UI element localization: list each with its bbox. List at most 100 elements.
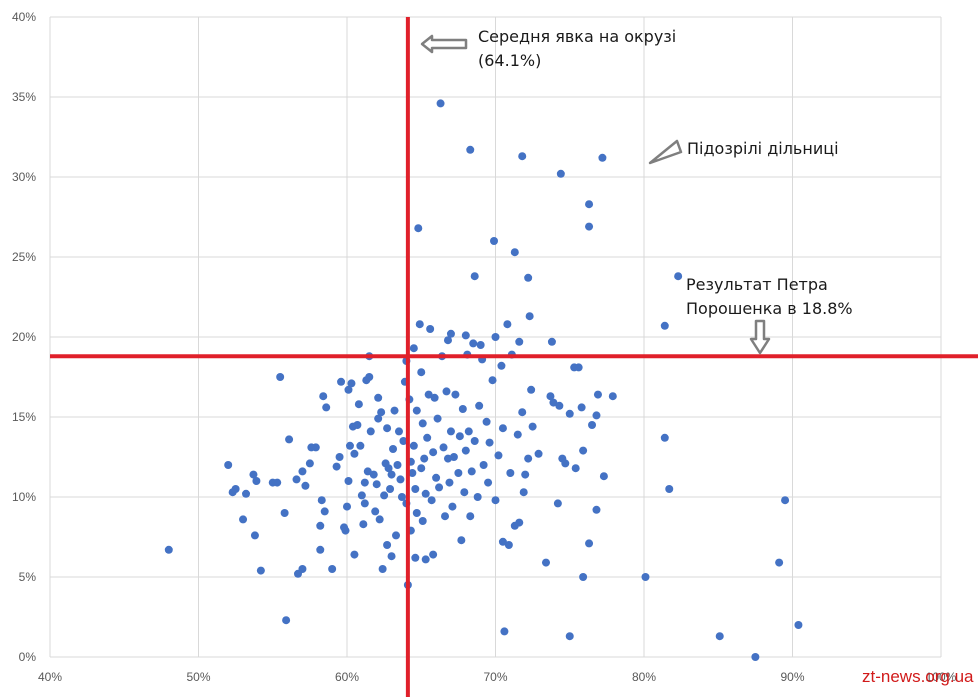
data-point — [337, 377, 346, 386]
data-point — [357, 491, 366, 500]
data-point — [239, 515, 248, 524]
data-point — [476, 341, 485, 349]
data-point — [298, 467, 307, 476]
data-point — [503, 320, 512, 329]
data-point — [386, 485, 395, 493]
data-point — [490, 237, 499, 245]
data-point — [415, 320, 424, 329]
y-axis-ticks: 0% 5% 10% 15% 20% 25% 30% 35% 40% — [12, 10, 36, 664]
data-point — [418, 419, 427, 428]
data-point — [301, 481, 310, 490]
x-tick-label: 50% — [186, 670, 210, 684]
data-point — [467, 467, 476, 476]
data-point — [344, 385, 353, 394]
y-tick-label: 20% — [12, 330, 36, 344]
data-point — [252, 477, 261, 485]
data-point — [491, 496, 500, 505]
data-point — [285, 435, 294, 444]
data-point — [494, 451, 503, 460]
data-point — [359, 520, 368, 529]
x-tick-label: 90% — [780, 670, 804, 684]
turnout-arrow-icon — [420, 34, 468, 54]
data-point — [387, 552, 396, 561]
data-point — [448, 502, 457, 511]
data-point — [608, 392, 617, 401]
data-point — [513, 430, 522, 439]
data-point — [541, 558, 550, 567]
data-point — [394, 427, 403, 436]
data-point — [565, 409, 574, 418]
data-point — [322, 403, 331, 412]
data-point — [470, 437, 479, 445]
data-point — [292, 475, 301, 484]
data-point — [660, 321, 669, 330]
data-point — [498, 424, 507, 433]
data-point — [469, 339, 478, 348]
data-point — [316, 521, 325, 530]
y-tick-label: 0% — [19, 650, 37, 664]
turnout-annotation-line1: Середня явка на окрузі — [478, 27, 676, 46]
y-tick-label: 40% — [12, 10, 36, 24]
data-point — [482, 417, 491, 426]
reference-lines — [50, 17, 978, 697]
data-point — [408, 469, 417, 477]
data-point — [518, 408, 527, 417]
data-point — [561, 459, 570, 468]
data-point — [518, 152, 527, 161]
data-point — [441, 512, 450, 521]
data-point — [500, 627, 509, 636]
data-point — [377, 408, 386, 417]
data-point — [411, 553, 420, 562]
data-point — [553, 499, 562, 508]
data-point — [491, 333, 500, 341]
data-point — [461, 446, 470, 455]
data-point — [429, 448, 438, 457]
data-point — [473, 493, 482, 501]
data-point — [510, 248, 519, 257]
data-point — [485, 438, 494, 447]
data-point — [521, 470, 530, 479]
data-point — [390, 406, 399, 415]
x-tick-label: 100% — [926, 670, 957, 684]
data-point — [546, 392, 555, 401]
data-point — [439, 443, 448, 452]
data-point — [641, 573, 650, 581]
x-axis-ticks: 40% 50% 60% 70% 80% 90% 100% — [38, 670, 957, 684]
data-point — [466, 512, 475, 521]
data-point — [781, 496, 790, 505]
data-point — [598, 153, 607, 162]
data-point — [574, 363, 583, 372]
data-point — [343, 502, 351, 511]
data-point — [579, 446, 588, 455]
suspicious-arrow-icon — [648, 139, 683, 165]
data-point — [498, 537, 507, 546]
data-point — [430, 393, 439, 402]
data-point — [454, 469, 463, 477]
data-point — [466, 145, 475, 154]
x-tick-label: 60% — [335, 670, 359, 684]
data-point — [435, 483, 444, 492]
y-tick-label: 25% — [12, 250, 36, 264]
data-point — [660, 433, 669, 442]
data-point — [335, 453, 344, 461]
data-point — [224, 461, 233, 469]
data-point — [332, 462, 341, 471]
data-point — [458, 405, 467, 413]
data-point — [305, 459, 314, 468]
data-point — [414, 224, 423, 233]
data-point — [579, 573, 588, 581]
data-point — [319, 392, 328, 401]
data-point — [412, 406, 421, 415]
data-point — [577, 403, 586, 412]
data-point — [436, 99, 445, 108]
data-point — [497, 361, 506, 370]
data-point — [242, 489, 251, 498]
data-point — [455, 432, 464, 441]
data-points — [164, 99, 803, 661]
data-point — [585, 200, 594, 209]
result-annotation-line2: Порошенка в 18.8% — [686, 299, 853, 318]
data-point — [372, 480, 381, 489]
x-tick-label: 80% — [632, 670, 656, 684]
data-point — [592, 505, 601, 514]
